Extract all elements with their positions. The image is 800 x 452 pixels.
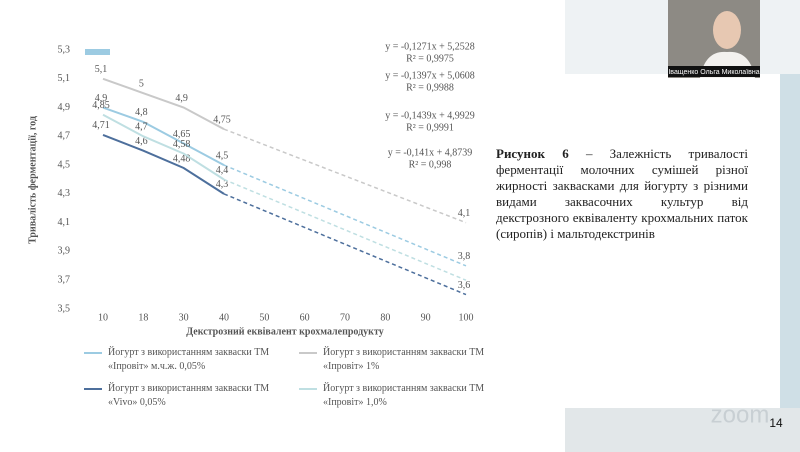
data-label: 4,6 xyxy=(135,136,148,147)
x-tick-label: 18 xyxy=(138,312,148,323)
data-label: 4,5 xyxy=(216,150,229,161)
slide-number: 14 xyxy=(769,416,783,430)
data-label: 3,8 xyxy=(458,251,471,262)
x-tick-label: 90 xyxy=(421,312,431,323)
legend-swatch xyxy=(299,388,317,390)
participant-name: Іващенко Ольга Миколаївна xyxy=(668,69,759,76)
x-tick-label: 70 xyxy=(340,312,350,323)
data-label: 4,8 xyxy=(135,107,148,118)
legend-swatch xyxy=(299,352,317,354)
data-label: 4,71 xyxy=(92,120,110,131)
footer-panel xyxy=(565,408,800,452)
data-label: 3,6 xyxy=(458,280,471,291)
x-tick-label: 80 xyxy=(380,312,390,323)
equation: R² = 0,9975 xyxy=(406,53,454,64)
legend-swatch xyxy=(84,352,102,354)
face xyxy=(713,11,741,49)
data-label: 4,75 xyxy=(213,114,231,125)
y-tick-label: 3,7 xyxy=(58,275,71,286)
series-line xyxy=(102,77,225,131)
data-label: 4,58 xyxy=(173,139,191,150)
series-line xyxy=(102,113,225,181)
trend-line xyxy=(223,193,467,296)
y-tick-label: 4,3 xyxy=(58,188,71,199)
data-label: 4,9 xyxy=(175,93,188,104)
name-bar xyxy=(668,66,760,77)
legend-item: Йогурт з використанням закваски ТМ «Іпро… xyxy=(84,346,283,374)
x-tick-label: 40 xyxy=(219,312,229,323)
equation: y = -0,1271x + 5,2528 xyxy=(385,41,475,52)
legend-text: Йогурт з використанням закваски ТМ «Vivo… xyxy=(108,383,270,408)
trend-line xyxy=(223,164,467,267)
trend-line xyxy=(223,128,467,224)
data-label: 4,85 xyxy=(92,100,110,111)
data-label: 4,48 xyxy=(173,153,191,164)
legend-text: Йогурт з використанням закваски ТМ «Іпро… xyxy=(323,383,485,408)
equation: R² = 0,9991 xyxy=(406,122,454,133)
x-tick-label: 50 xyxy=(259,312,269,323)
side-strip xyxy=(780,74,800,410)
y-tick-label: 5,3 xyxy=(58,44,71,55)
caption: Рисунок 6 – Залежність тривалості фермен… xyxy=(496,146,748,242)
equation: y = -0,1439x + 4,9929 xyxy=(385,110,475,121)
equation: y = -0,141x + 4,8739 xyxy=(388,147,473,158)
y-tick-label: 3,9 xyxy=(58,246,71,257)
data-label: 4,7 xyxy=(135,122,148,133)
data-label: 4,1 xyxy=(458,208,471,219)
y-tick-label: 3,5 xyxy=(58,303,71,314)
series-line xyxy=(102,133,225,195)
legend-item: Йогурт з використанням закваски ТМ «Іпро… xyxy=(299,382,498,410)
decor xyxy=(85,49,110,55)
y-tick-label: 4,5 xyxy=(58,159,71,170)
legend-text: Йогурт з використанням закваски ТМ «Іпро… xyxy=(323,347,485,372)
slide-area xyxy=(490,74,780,408)
y-tick-label: 4,7 xyxy=(58,131,71,142)
data-label: 4,4 xyxy=(216,165,229,176)
trend-line xyxy=(223,178,467,281)
watermark: zoom xyxy=(711,401,770,428)
caption-text: – Залежність тривалості ферментації моло… xyxy=(496,146,748,241)
equation: y = -0,1397x + 5,0608 xyxy=(385,70,475,81)
caption-label: Рисунок 6 xyxy=(496,146,569,161)
x-tick-label: 30 xyxy=(179,312,189,323)
data-label: 5 xyxy=(139,78,144,89)
x-tick-label: 10 xyxy=(98,312,108,323)
legend-text: Йогурт з використанням закваски ТМ «Іпро… xyxy=(108,347,270,372)
x-tick-label: 60 xyxy=(300,312,310,323)
legend-swatch xyxy=(84,388,102,390)
y-axis-label: Тривалість ферментації, год xyxy=(27,116,38,244)
y-tick-label: 4,1 xyxy=(58,217,71,228)
y-tick-label: 5,1 xyxy=(58,73,71,84)
x-tick-label: 100 xyxy=(459,312,474,323)
legend-item: Йогурт з використанням закваски ТМ «Іпро… xyxy=(299,346,498,374)
y-tick-label: 4,9 xyxy=(58,102,71,113)
data-label: 4,9 xyxy=(95,93,108,104)
equation: R² = 0,998 xyxy=(409,159,452,170)
data-label: 4,65 xyxy=(173,129,191,140)
x-axis-label: Декстрозний еквівалент крохмалепродукту xyxy=(186,326,383,337)
data-label: 5,1 xyxy=(95,64,108,75)
legend-item: Йогурт з використанням закваски ТМ «Vivo… xyxy=(84,382,283,410)
series-line xyxy=(102,106,225,166)
equation: R² = 0,9988 xyxy=(406,82,454,93)
data-label: 4,3 xyxy=(216,179,229,190)
